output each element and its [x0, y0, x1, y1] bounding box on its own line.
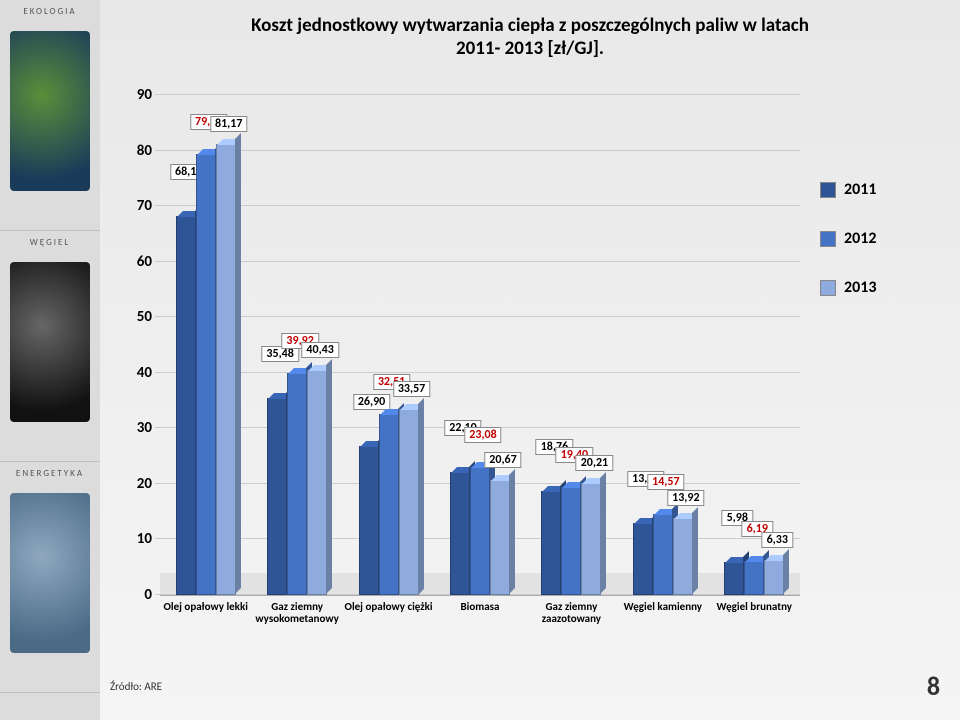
legend-item: 2011 [820, 180, 920, 199]
main: Koszt jednostkowy wytwarzania ciepła z p… [100, 0, 960, 720]
bar [359, 446, 379, 595]
bar [673, 518, 693, 595]
side-image-ecology [10, 31, 90, 191]
legend-item: 2013 [820, 278, 920, 297]
value-label: 20,21 [576, 455, 613, 471]
legend-item: 2012 [820, 229, 920, 248]
legend-swatch [820, 280, 836, 296]
y-axis-tick: 0 [120, 586, 152, 604]
bar [399, 409, 419, 596]
y-axis-tick: 10 [120, 530, 152, 548]
bar [764, 560, 784, 595]
bar-group: 26,9032,5133,57Olej opałowy ciężki [343, 95, 434, 595]
bar-group: 22,1023,0820,67Biomasa [434, 95, 525, 595]
y-axis-tick: 50 [120, 308, 152, 326]
legend-swatch [820, 231, 836, 247]
legend-label: 2011 [844, 180, 876, 199]
bar [379, 414, 399, 595]
legend-label: 2012 [844, 229, 876, 248]
chart-title: Koszt jednostkowy wytwarzania ciepła z p… [100, 0, 960, 61]
bar-group: 13,0414,5713,92Węgiel kamienny [617, 95, 708, 595]
bar [287, 373, 307, 595]
value-label: 13,92 [667, 490, 704, 506]
bar [307, 370, 327, 595]
legend-label: 2013 [844, 278, 876, 297]
value-label: 20,67 [484, 452, 521, 468]
value-label: 26,90 [353, 394, 390, 410]
bar [450, 472, 470, 595]
side-image-energy [10, 493, 90, 653]
y-axis-tick: 70 [120, 197, 152, 215]
plot-area: 010203040506070809068,1879,3081,17Olej o… [160, 95, 800, 596]
chart-container: 010203040506070809068,1879,3081,17Olej o… [120, 95, 940, 655]
side-label: WĘGIEL [0, 231, 100, 252]
side-image-coal [10, 262, 90, 422]
side-section-ekologia: EKOLOGIA [0, 0, 100, 231]
sidebar: EKOLOGIA WĘGIEL ENERGETYKA [0, 0, 100, 720]
y-axis-tick: 30 [120, 419, 152, 437]
bar [633, 523, 653, 595]
bar [653, 514, 673, 595]
bar [581, 483, 601, 595]
bar-group: 68,1879,3081,17Olej opałowy lekki [160, 95, 251, 595]
bar [470, 467, 490, 595]
value-label: 33,57 [393, 381, 430, 397]
bar [744, 561, 764, 595]
bar-group: 5,986,196,33Węgiel brunatny [709, 95, 800, 595]
bar [490, 480, 510, 595]
bar-group: 35,4839,9240,43Gaz ziemnywysokometanowy [251, 95, 342, 595]
side-label: ENERGETYKA [0, 462, 100, 483]
bar [216, 144, 236, 595]
bar-group: 18,7619,4020,21Gaz ziemnyzaazotowany [526, 95, 617, 595]
legend-swatch [820, 182, 836, 198]
bar [267, 398, 287, 595]
page-number: 8 [927, 670, 940, 702]
bar [541, 491, 561, 595]
bar [724, 562, 744, 595]
page: EKOLOGIA WĘGIEL ENERGETYKA Koszt jednost… [0, 0, 960, 720]
side-section-wegiel: WĘGIEL [0, 231, 100, 462]
source-text: Źródło: ARE [110, 680, 162, 693]
value-label: 23,08 [464, 427, 501, 443]
bar [196, 154, 216, 595]
value-label: 40,43 [301, 342, 338, 358]
side-section-energetyka: ENERGETYKA [0, 462, 100, 693]
value-label: 6,33 [762, 532, 793, 548]
y-axis-tick: 80 [120, 142, 152, 160]
y-axis-tick: 20 [120, 475, 152, 493]
bar [176, 216, 196, 595]
value-label: 14,57 [647, 474, 684, 490]
category-label: Węgiel brunatny [699, 595, 809, 613]
side-label: EKOLOGIA [0, 0, 100, 21]
bar [561, 487, 581, 595]
legend: 2011 2012 2013 [820, 150, 920, 327]
y-axis-tick: 60 [120, 253, 152, 271]
y-axis-tick: 40 [120, 364, 152, 382]
y-axis-tick: 90 [120, 86, 152, 104]
value-label: 81,17 [210, 116, 247, 132]
